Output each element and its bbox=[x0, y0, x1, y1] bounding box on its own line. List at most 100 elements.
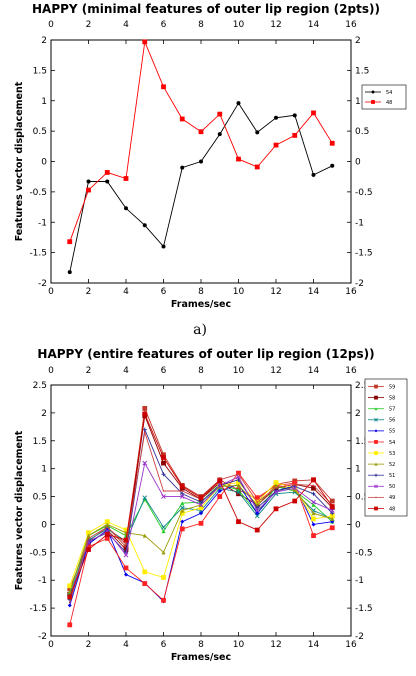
y-tick-label: -0.5 bbox=[29, 548, 47, 558]
data-point bbox=[292, 485, 298, 491]
data-point bbox=[161, 84, 166, 90]
y-tick-label-right: 1.5 bbox=[355, 66, 369, 76]
legend-marker bbox=[374, 473, 378, 477]
x-tick-label-top: 2 bbox=[86, 366, 92, 376]
legend-marker bbox=[374, 384, 378, 389]
legend-marker bbox=[374, 451, 378, 455]
data-point bbox=[142, 569, 148, 575]
x-tick-label: 4 bbox=[123, 287, 129, 297]
data-point bbox=[275, 486, 277, 489]
data-point bbox=[311, 477, 316, 483]
y-tick-label: 0.5 bbox=[33, 127, 47, 137]
data-point bbox=[67, 622, 73, 628]
y-tick-label-right: -2 bbox=[355, 632, 364, 642]
data-point bbox=[86, 533, 91, 538]
data-point bbox=[254, 164, 260, 170]
x-tick-label-top: 8 bbox=[198, 366, 204, 376]
x-tick-label: 16 bbox=[345, 640, 357, 650]
data-point bbox=[292, 113, 297, 118]
data-point bbox=[292, 132, 298, 138]
data-point bbox=[311, 491, 316, 496]
legend-label: 52 bbox=[389, 462, 395, 468]
data-point bbox=[312, 484, 315, 487]
data-point bbox=[181, 490, 184, 492]
data-point bbox=[142, 427, 147, 432]
data-point bbox=[330, 163, 335, 168]
x-tick-label-top: 16 bbox=[345, 20, 357, 30]
data-point bbox=[142, 460, 148, 466]
data-point bbox=[105, 522, 110, 527]
y-tick-label-right: -1.5 bbox=[355, 604, 373, 614]
data-point bbox=[125, 543, 127, 545]
data-point bbox=[179, 116, 185, 122]
data-point bbox=[67, 270, 72, 275]
legend-marker bbox=[374, 506, 378, 511]
x-tick-label-top: 2 bbox=[86, 20, 92, 30]
legend-label: 49 bbox=[389, 495, 395, 501]
y-tick-label: 2 bbox=[41, 409, 47, 419]
data-point bbox=[179, 505, 185, 511]
series-line bbox=[69, 432, 333, 603]
legend-label: 58 bbox=[389, 395, 395, 401]
y-tick-label: 1.5 bbox=[33, 437, 47, 447]
x-tick-label-top: 16 bbox=[345, 366, 357, 376]
x-tick-label-top: 12 bbox=[270, 20, 281, 30]
data-point bbox=[311, 516, 316, 522]
legend-marker bbox=[371, 100, 375, 104]
legend-marker bbox=[374, 440, 378, 444]
x-tick-label: 6 bbox=[161, 640, 167, 650]
x-axis-label: Frames/sec bbox=[171, 299, 231, 310]
data-point bbox=[142, 223, 147, 228]
legend-label: 56 bbox=[389, 418, 395, 424]
legend-label: 50 bbox=[389, 484, 395, 490]
data-point bbox=[67, 594, 73, 600]
data-point bbox=[161, 455, 166, 460]
data-point bbox=[123, 537, 129, 543]
x-tick-label-top: 14 bbox=[308, 20, 320, 30]
data-point bbox=[198, 502, 204, 508]
data-point bbox=[142, 39, 148, 45]
data-point bbox=[311, 511, 316, 516]
legend-marker bbox=[374, 462, 378, 466]
data-point bbox=[330, 516, 335, 521]
data-point bbox=[255, 511, 260, 516]
data-point bbox=[67, 589, 72, 594]
x-tick-label: 16 bbox=[345, 287, 357, 297]
y-tick-label: 2.5 bbox=[33, 381, 47, 391]
y-tick-label: 1 bbox=[41, 465, 47, 475]
data-point bbox=[105, 179, 110, 184]
legend-label: 57 bbox=[389, 407, 395, 413]
y-tick-label: 1 bbox=[41, 97, 47, 107]
y-tick-label-right: -1 bbox=[355, 576, 364, 586]
data-point bbox=[311, 499, 316, 505]
data-point bbox=[292, 498, 298, 504]
x-tick-label-top: 6 bbox=[161, 366, 167, 376]
data-point bbox=[311, 172, 316, 177]
data-point bbox=[124, 206, 128, 211]
data-point bbox=[180, 501, 185, 506]
y-tick-label-right: 2.5 bbox=[355, 381, 369, 391]
data-point bbox=[330, 511, 335, 516]
y-tick-label-right: 0.5 bbox=[355, 493, 369, 503]
data-point bbox=[161, 244, 166, 249]
data-point bbox=[274, 115, 278, 120]
x-tick-label-top: 6 bbox=[161, 20, 167, 30]
data-point bbox=[180, 519, 185, 524]
data-point bbox=[236, 519, 241, 525]
data-point bbox=[86, 547, 91, 552]
y-tick-label-right: 1.5 bbox=[355, 437, 369, 447]
data-point bbox=[236, 470, 241, 476]
data-point bbox=[254, 508, 260, 513]
x-tick-label: 8 bbox=[198, 640, 204, 650]
y-tick-label-right: 2 bbox=[355, 409, 361, 419]
y-tick-label: 0.5 bbox=[33, 493, 47, 503]
x-tick-label-top: 0 bbox=[48, 20, 54, 30]
legend-marker bbox=[371, 90, 375, 94]
data-point bbox=[86, 179, 91, 184]
data-point bbox=[142, 495, 148, 501]
data-point bbox=[255, 130, 260, 135]
data-point bbox=[198, 129, 204, 135]
x-tick-label: 12 bbox=[270, 640, 281, 650]
data-point bbox=[217, 132, 222, 137]
data-point bbox=[179, 494, 185, 499]
